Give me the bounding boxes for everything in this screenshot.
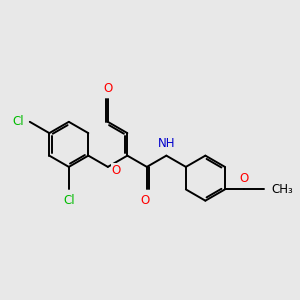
Text: Cl: Cl [63, 194, 75, 207]
Text: NH: NH [158, 137, 175, 150]
Text: Cl: Cl [13, 115, 24, 128]
Text: O: O [103, 82, 112, 95]
Text: O: O [111, 164, 121, 177]
Text: CH₃: CH₃ [272, 183, 293, 196]
Text: O: O [140, 194, 149, 207]
Text: Cl: Cl [63, 194, 75, 207]
Text: O: O [240, 172, 249, 185]
Text: Cl: Cl [13, 115, 24, 128]
